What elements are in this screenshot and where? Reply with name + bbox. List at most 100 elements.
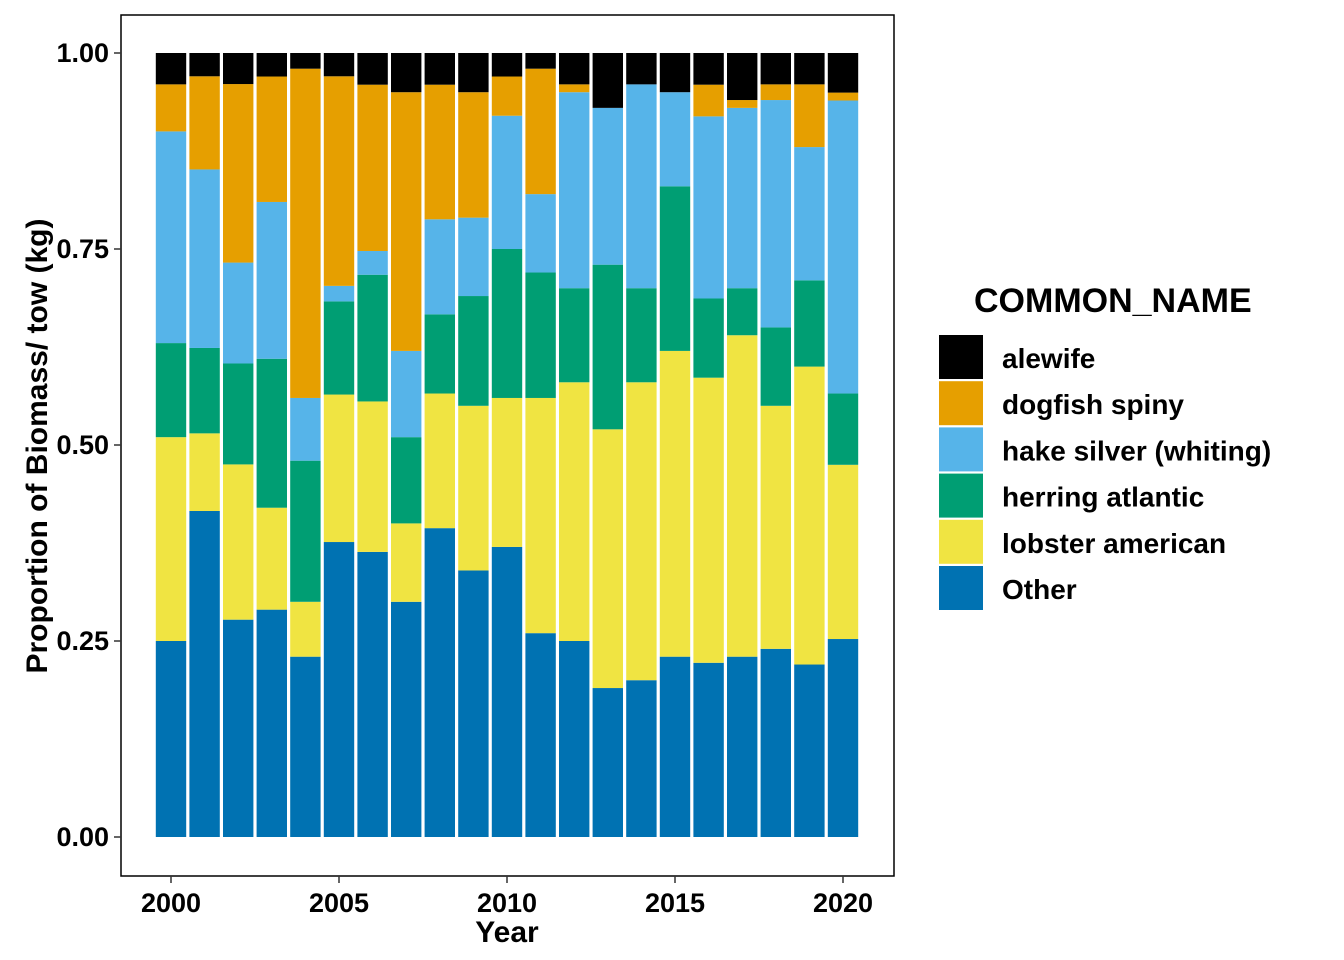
bar-segment-herring-atlantic-2006 [357, 274, 388, 402]
bar-segment-alewife-2009 [458, 53, 489, 93]
bar-segment-herring-atlantic-2001 [189, 347, 220, 434]
bar-segment-lobster-american-2012 [559, 382, 590, 641]
bar-segment-other-2016 [693, 662, 724, 837]
legend-label: Other [1002, 574, 1077, 605]
bar-segment-lobster-american-2010 [491, 397, 523, 547]
legend-label: hake silver (whiting) [1002, 435, 1271, 466]
bar-segment-dogfish-spiny-2004 [290, 68, 321, 398]
bar-segment-other-2004 [290, 656, 321, 837]
bar-segment-dogfish-spiny-2019 [794, 84, 825, 148]
bar-segment-dogfish-spiny-2012 [559, 84, 590, 93]
bar-segment-lobster-american-2016 [693, 377, 724, 663]
bar-segment-dogfish-spiny-2016 [693, 84, 724, 117]
bar-segment-other-2009 [458, 570, 489, 837]
bar-segment-other-2008 [424, 528, 455, 837]
bar-segment-dogfish-spiny-2007 [391, 92, 422, 351]
bar-segment-hake-silver-whiting--2017 [727, 107, 758, 289]
bar-segment-herring-atlantic-2005 [323, 301, 355, 395]
bar-segment-alewife-2005 [323, 53, 355, 77]
bar-segment-hake-silver-whiting--2002 [223, 262, 254, 364]
bar-segment-other-2011 [525, 633, 556, 837]
bar-segment-lobster-american-2001 [189, 433, 220, 511]
legend-title: COMMON_NAME [974, 282, 1252, 320]
bar-segment-lobster-american-2019 [794, 366, 825, 665]
bar-segment-lobster-american-2020 [827, 464, 859, 640]
bar-segment-alewife-2000 [155, 53, 187, 85]
y-axis-title: Proportion of Biomass/ tow (kg) [21, 219, 54, 674]
bar-segment-other-2014 [626, 680, 657, 837]
bar-segment-herring-atlantic-2020 [827, 393, 859, 465]
bar-segment-lobster-american-2005 [323, 394, 355, 543]
bar-segment-alewife-2017 [727, 53, 758, 101]
bar-segment-hake-silver-whiting--2010 [491, 115, 523, 249]
bar-segment-other-2007 [391, 601, 422, 837]
bar-segment-other-2012 [559, 641, 590, 837]
bar-segment-alewife-2004 [290, 53, 321, 69]
bar-segment-herring-atlantic-2009 [458, 296, 489, 406]
bar-segment-herring-atlantic-2004 [290, 460, 321, 602]
bar-segment-alewife-2011 [525, 53, 556, 69]
bar-segment-hake-silver-whiting--2003 [256, 201, 287, 359]
bar-segment-dogfish-spiny-2002 [223, 84, 254, 263]
bar-segment-dogfish-spiny-2009 [458, 92, 489, 218]
bar-segment-herring-atlantic-2002 [223, 363, 254, 465]
legend-label: dogfish spiny [1002, 389, 1184, 420]
bar-segment-hake-silver-whiting--2020 [827, 100, 859, 394]
y-tick-label: 0.50 [56, 430, 109, 460]
bar-segment-lobster-american-2004 [290, 601, 321, 657]
x-tick-label: 2010 [477, 888, 537, 918]
bar-segment-dogfish-spiny-2017 [727, 100, 758, 108]
bar-segment-herring-atlantic-2012 [559, 288, 590, 383]
bar-segment-herring-atlantic-2015 [659, 186, 691, 351]
bar-segment-herring-atlantic-2008 [424, 314, 455, 394]
legend-key-other [939, 566, 983, 610]
bar-segment-dogfish-spiny-2000 [155, 84, 187, 132]
bar-segment-alewife-2019 [794, 53, 825, 85]
bar-segment-other-2000 [155, 641, 187, 837]
bar-segment-other-2001 [189, 510, 220, 837]
bar-segment-herring-atlantic-2000 [155, 343, 187, 438]
y-tick-label: 0.00 [56, 822, 109, 852]
bar-segment-lobster-american-2015 [659, 350, 691, 657]
bar-segment-other-2020 [827, 639, 859, 837]
bar-segment-alewife-2010 [491, 53, 523, 77]
y-tick-label: 0.75 [56, 234, 109, 264]
legend-label: alewife [1002, 343, 1095, 374]
bar-segment-hake-silver-whiting--2015 [659, 92, 691, 187]
x-tick-label: 2005 [309, 888, 369, 918]
y-tick-label: 1.00 [56, 38, 109, 68]
legend-label: herring atlantic [1002, 482, 1204, 513]
bar-segment-herring-atlantic-2017 [727, 288, 758, 336]
bar-segment-alewife-2020 [827, 53, 859, 93]
bar-segment-dogfish-spiny-2005 [323, 76, 355, 286]
legend: COMMON_NAME alewife dogfish spiny hake sil… [939, 282, 1271, 610]
bar-segment-dogfish-spiny-2008 [424, 84, 455, 220]
legend-key-herring-atlantic [939, 473, 983, 518]
bar-segment-alewife-2002 [223, 53, 254, 85]
bar-segment-hake-silver-whiting--2019 [794, 147, 825, 281]
bar-segment-herring-atlantic-2007 [391, 437, 422, 524]
bar-segment-herring-atlantic-2019 [794, 280, 825, 367]
bar-segment-hake-silver-whiting--2016 [693, 116, 724, 299]
bar-segment-hake-silver-whiting--2009 [458, 217, 489, 297]
bar-segment-other-2010 [491, 546, 523, 837]
bar-segment-hake-silver-whiting--2007 [391, 350, 422, 438]
bar-segment-alewife-2015 [659, 53, 691, 93]
bar-segment-hake-silver-whiting--2001 [189, 169, 220, 348]
bar-segment-alewife-2012 [559, 53, 590, 85]
bar-segment-hake-silver-whiting--2012 [559, 92, 590, 289]
bar-segment-alewife-2014 [626, 53, 657, 85]
x-tick-label: 2000 [141, 888, 201, 918]
bar-segment-herring-atlantic-2011 [525, 272, 556, 398]
x-tick-label: 2020 [813, 888, 873, 918]
bar-segment-other-2019 [794, 664, 825, 837]
bar-segment-lobster-american-2006 [357, 401, 388, 552]
bar-segment-dogfish-spiny-2011 [525, 68, 556, 195]
bar-segment-lobster-american-2018 [760, 405, 791, 649]
bar-segment-lobster-american-2009 [458, 405, 489, 571]
bar-segment-lobster-american-2003 [256, 507, 287, 610]
bar-segment-lobster-american-2013 [592, 429, 623, 689]
bar-segment-alewife-2007 [391, 53, 422, 93]
bar-segment-lobster-american-2002 [223, 464, 254, 620]
